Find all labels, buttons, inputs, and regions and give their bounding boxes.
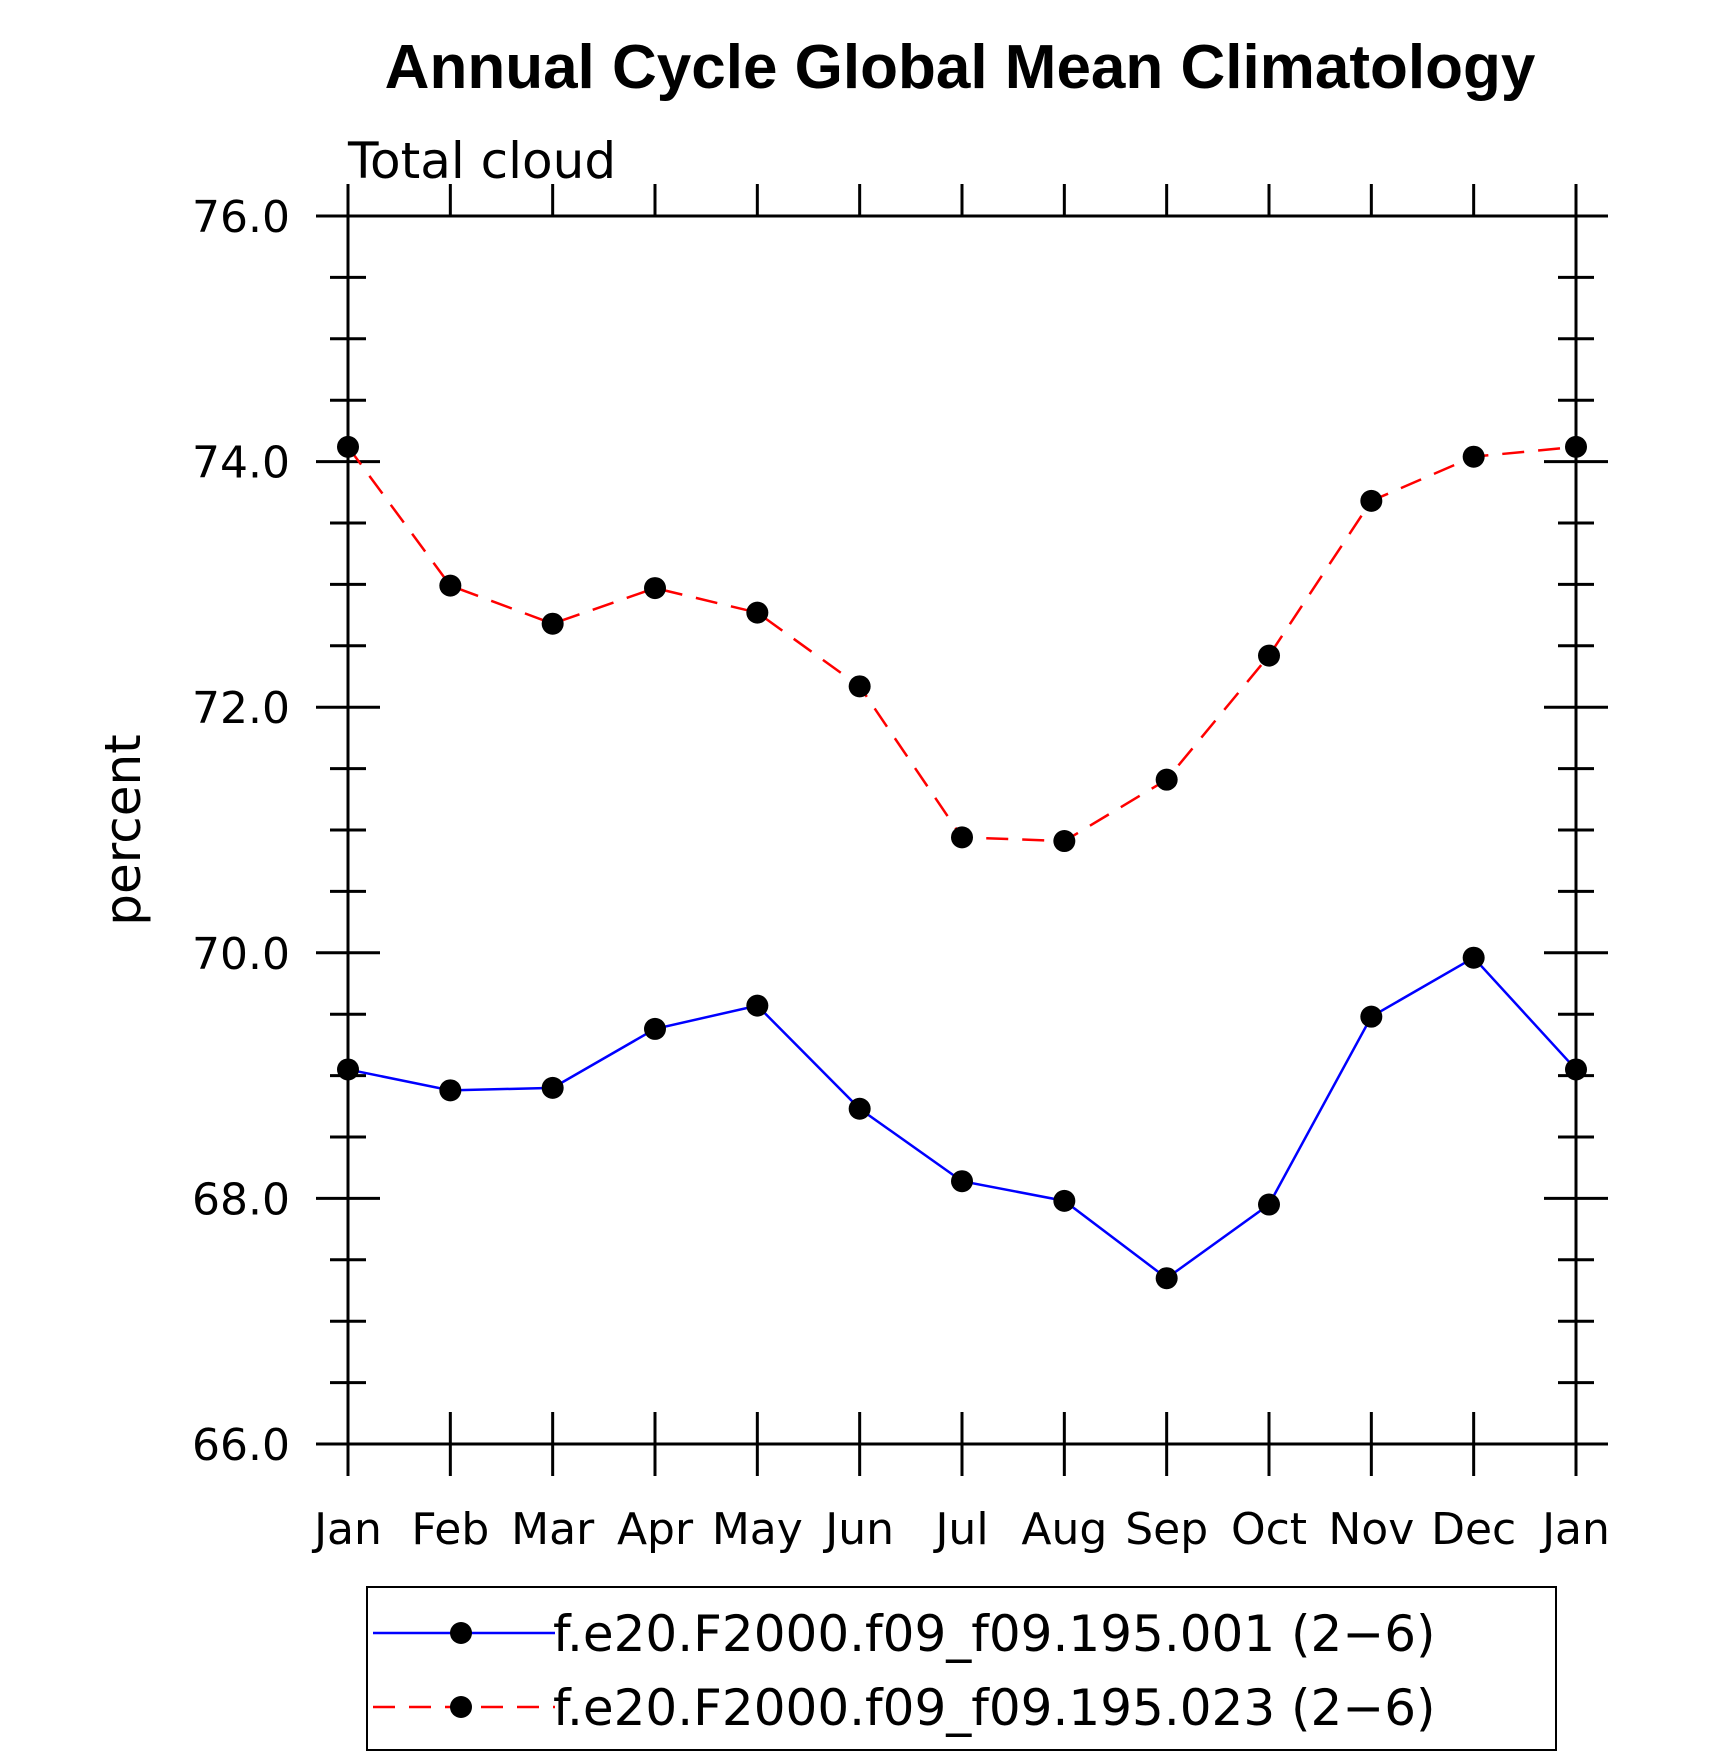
data-point — [848, 675, 871, 698]
x-tick-label: Feb — [411, 1504, 489, 1555]
legend-marker-1 — [450, 1622, 472, 1644]
y-tick-label: 66.0 — [192, 1420, 290, 1471]
data-point — [1155, 768, 1178, 791]
y-tick-label: 72.0 — [192, 683, 290, 734]
x-tick-label: Oct — [1231, 1504, 1307, 1555]
chart-subtitle: Total cloud — [347, 132, 616, 190]
data-point — [439, 1079, 462, 1102]
data-point — [1053, 1189, 1076, 1212]
x-tick-label: May — [712, 1504, 803, 1555]
data-point — [746, 601, 769, 624]
y-tick-label: 68.0 — [192, 1174, 290, 1225]
chart-title: Annual Cycle Global Mean Climatology — [385, 33, 1536, 102]
x-tick-label: Jan — [311, 1504, 382, 1555]
legend-box — [366, 1586, 1557, 1751]
y-axis-label: percent — [94, 734, 152, 926]
legend-marker-2 — [450, 1696, 472, 1718]
legend-entry-1: f.e20.F2000.f09_f09.195.001 (2−6) — [373, 1605, 1436, 1663]
y-tick-label: 74.0 — [192, 438, 290, 489]
data-point — [1565, 435, 1587, 458]
data-point — [951, 826, 973, 849]
data-point — [541, 612, 564, 635]
x-tick-label: Jan — [1539, 1504, 1610, 1555]
y-axis-ticks: 66.0 68.0 70.0 72.0 74.0 76.0 — [192, 192, 1608, 1471]
legend-entry-2: f.e20.F2000.f09_f09.195.023 (2−6) — [373, 1679, 1436, 1737]
data-point — [644, 1017, 666, 1040]
data-point — [337, 1058, 359, 1081]
data-point — [644, 577, 666, 600]
data-point — [746, 994, 769, 1017]
legend-label-1: f.e20.F2000.f09_f09.195.001 (2−6) — [553, 1605, 1436, 1663]
x-tick-label: Apr — [617, 1504, 694, 1555]
x-tick-label: Nov — [1328, 1504, 1414, 1555]
data-point — [1360, 489, 1383, 512]
data-point — [1462, 445, 1485, 468]
x-axis-ticks: Jan Feb Mar Apr May Jun Jul Aug Sep Oct Nov Dec Jan — [311, 184, 1610, 1555]
data-point — [1258, 644, 1280, 667]
data-point — [1155, 1267, 1178, 1290]
series-line-1 — [347, 956, 1577, 1280]
x-tick-label: Dec — [1431, 1504, 1516, 1555]
data-point — [337, 435, 359, 458]
y-tick-label: 70.0 — [192, 929, 290, 980]
data-point — [541, 1076, 564, 1099]
x-tick-label: Jun — [822, 1504, 894, 1555]
y-tick-label: 76.0 — [192, 192, 290, 243]
data-point — [1462, 946, 1485, 969]
data-point — [1258, 1193, 1280, 1216]
x-tick-label: Mar — [511, 1504, 595, 1555]
x-tick-label: Sep — [1125, 1504, 1208, 1555]
data-point — [951, 1170, 973, 1193]
series-line-2 — [346, 445, 1577, 843]
legend-label-2: f.e20.F2000.f09_f09.195.023 (2−6) — [553, 1679, 1436, 1737]
data-point — [1565, 1058, 1587, 1081]
x-tick-label: Jul — [932, 1504, 988, 1555]
x-tick-label: Aug — [1021, 1504, 1107, 1555]
data-point — [848, 1097, 871, 1120]
data-point — [1053, 830, 1076, 853]
data-point — [439, 574, 462, 597]
data-point — [1360, 1005, 1383, 1028]
series-layer — [337, 435, 1587, 1290]
